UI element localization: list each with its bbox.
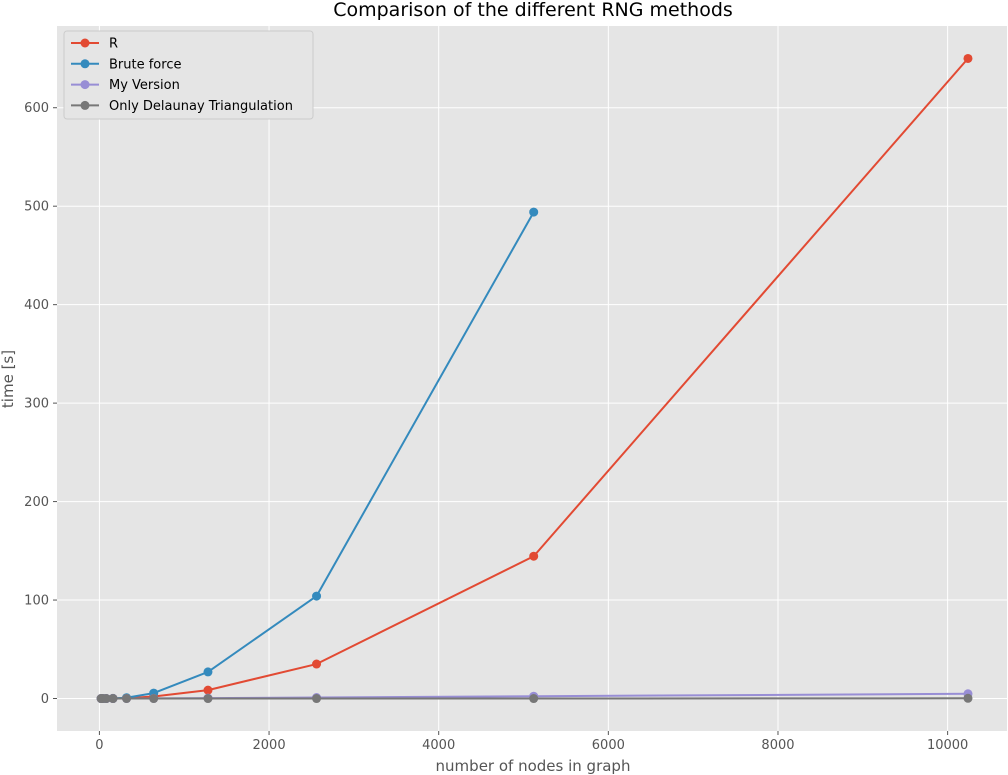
x-tick-label: 2000 bbox=[253, 738, 286, 753]
x-tick-label: 10000 bbox=[927, 738, 968, 753]
legend-item: Only Delaunay Triangulation bbox=[71, 99, 293, 114]
legend-box bbox=[63, 30, 314, 120]
y-tick-label: 400 bbox=[24, 298, 49, 313]
data-point bbox=[312, 694, 322, 704]
data-point bbox=[101, 694, 111, 704]
data-point bbox=[108, 694, 118, 704]
x-tick-label: 4000 bbox=[422, 738, 455, 753]
data-point bbox=[529, 694, 539, 704]
legend-marker bbox=[80, 59, 90, 69]
legend-label: Only Delaunay Triangulation bbox=[109, 99, 293, 114]
y-tick-label: 600 bbox=[24, 101, 49, 116]
y-axis-ticks: 0 100 200 300 400 500 600 bbox=[24, 101, 57, 707]
y-tick-label: 300 bbox=[24, 397, 49, 412]
legend-label: R bbox=[109, 37, 118, 52]
y-tick-label: 0 bbox=[41, 692, 49, 707]
x-tick-label: 8000 bbox=[761, 738, 794, 753]
data-point bbox=[312, 659, 322, 669]
data-point bbox=[203, 685, 213, 695]
data-point bbox=[122, 694, 132, 704]
x-tick-label: 0 bbox=[95, 738, 103, 753]
y-tick-label: 500 bbox=[24, 200, 49, 215]
legend-marker bbox=[80, 80, 90, 90]
y-axis-label: time [s] bbox=[0, 350, 17, 408]
y-tick-label: 100 bbox=[24, 594, 49, 609]
legend-marker bbox=[80, 38, 90, 48]
y-tick-label: 200 bbox=[24, 495, 49, 510]
chart-title: Comparison of the different RNG methods bbox=[333, 0, 733, 21]
legend-item: R bbox=[71, 37, 118, 52]
legend-item: My Version bbox=[71, 78, 180, 93]
data-point bbox=[529, 207, 539, 217]
x-axis-label: number of nodes in graph bbox=[436, 757, 631, 775]
grid bbox=[57, 26, 1007, 731]
data-point bbox=[203, 667, 213, 677]
data-point bbox=[312, 591, 322, 601]
data-point bbox=[203, 694, 213, 704]
data-point bbox=[963, 53, 973, 63]
data-point bbox=[529, 551, 539, 561]
legend-label: Brute force bbox=[109, 57, 181, 72]
legend-item: Brute force bbox=[71, 57, 181, 72]
x-tick-label: 6000 bbox=[592, 738, 625, 753]
legend: R Brute force My Version Only Delaunay Tria… bbox=[63, 30, 314, 120]
data-point bbox=[963, 693, 973, 703]
data-point bbox=[149, 694, 159, 704]
series-3 bbox=[96, 693, 973, 704]
legend-marker bbox=[80, 100, 90, 110]
plot-area bbox=[57, 26, 1007, 731]
series-layer bbox=[96, 53, 973, 704]
x-axis-ticks: 0 2000 4000 6000 8000 10000 bbox=[95, 731, 968, 753]
legend-label: My Version bbox=[109, 78, 180, 93]
